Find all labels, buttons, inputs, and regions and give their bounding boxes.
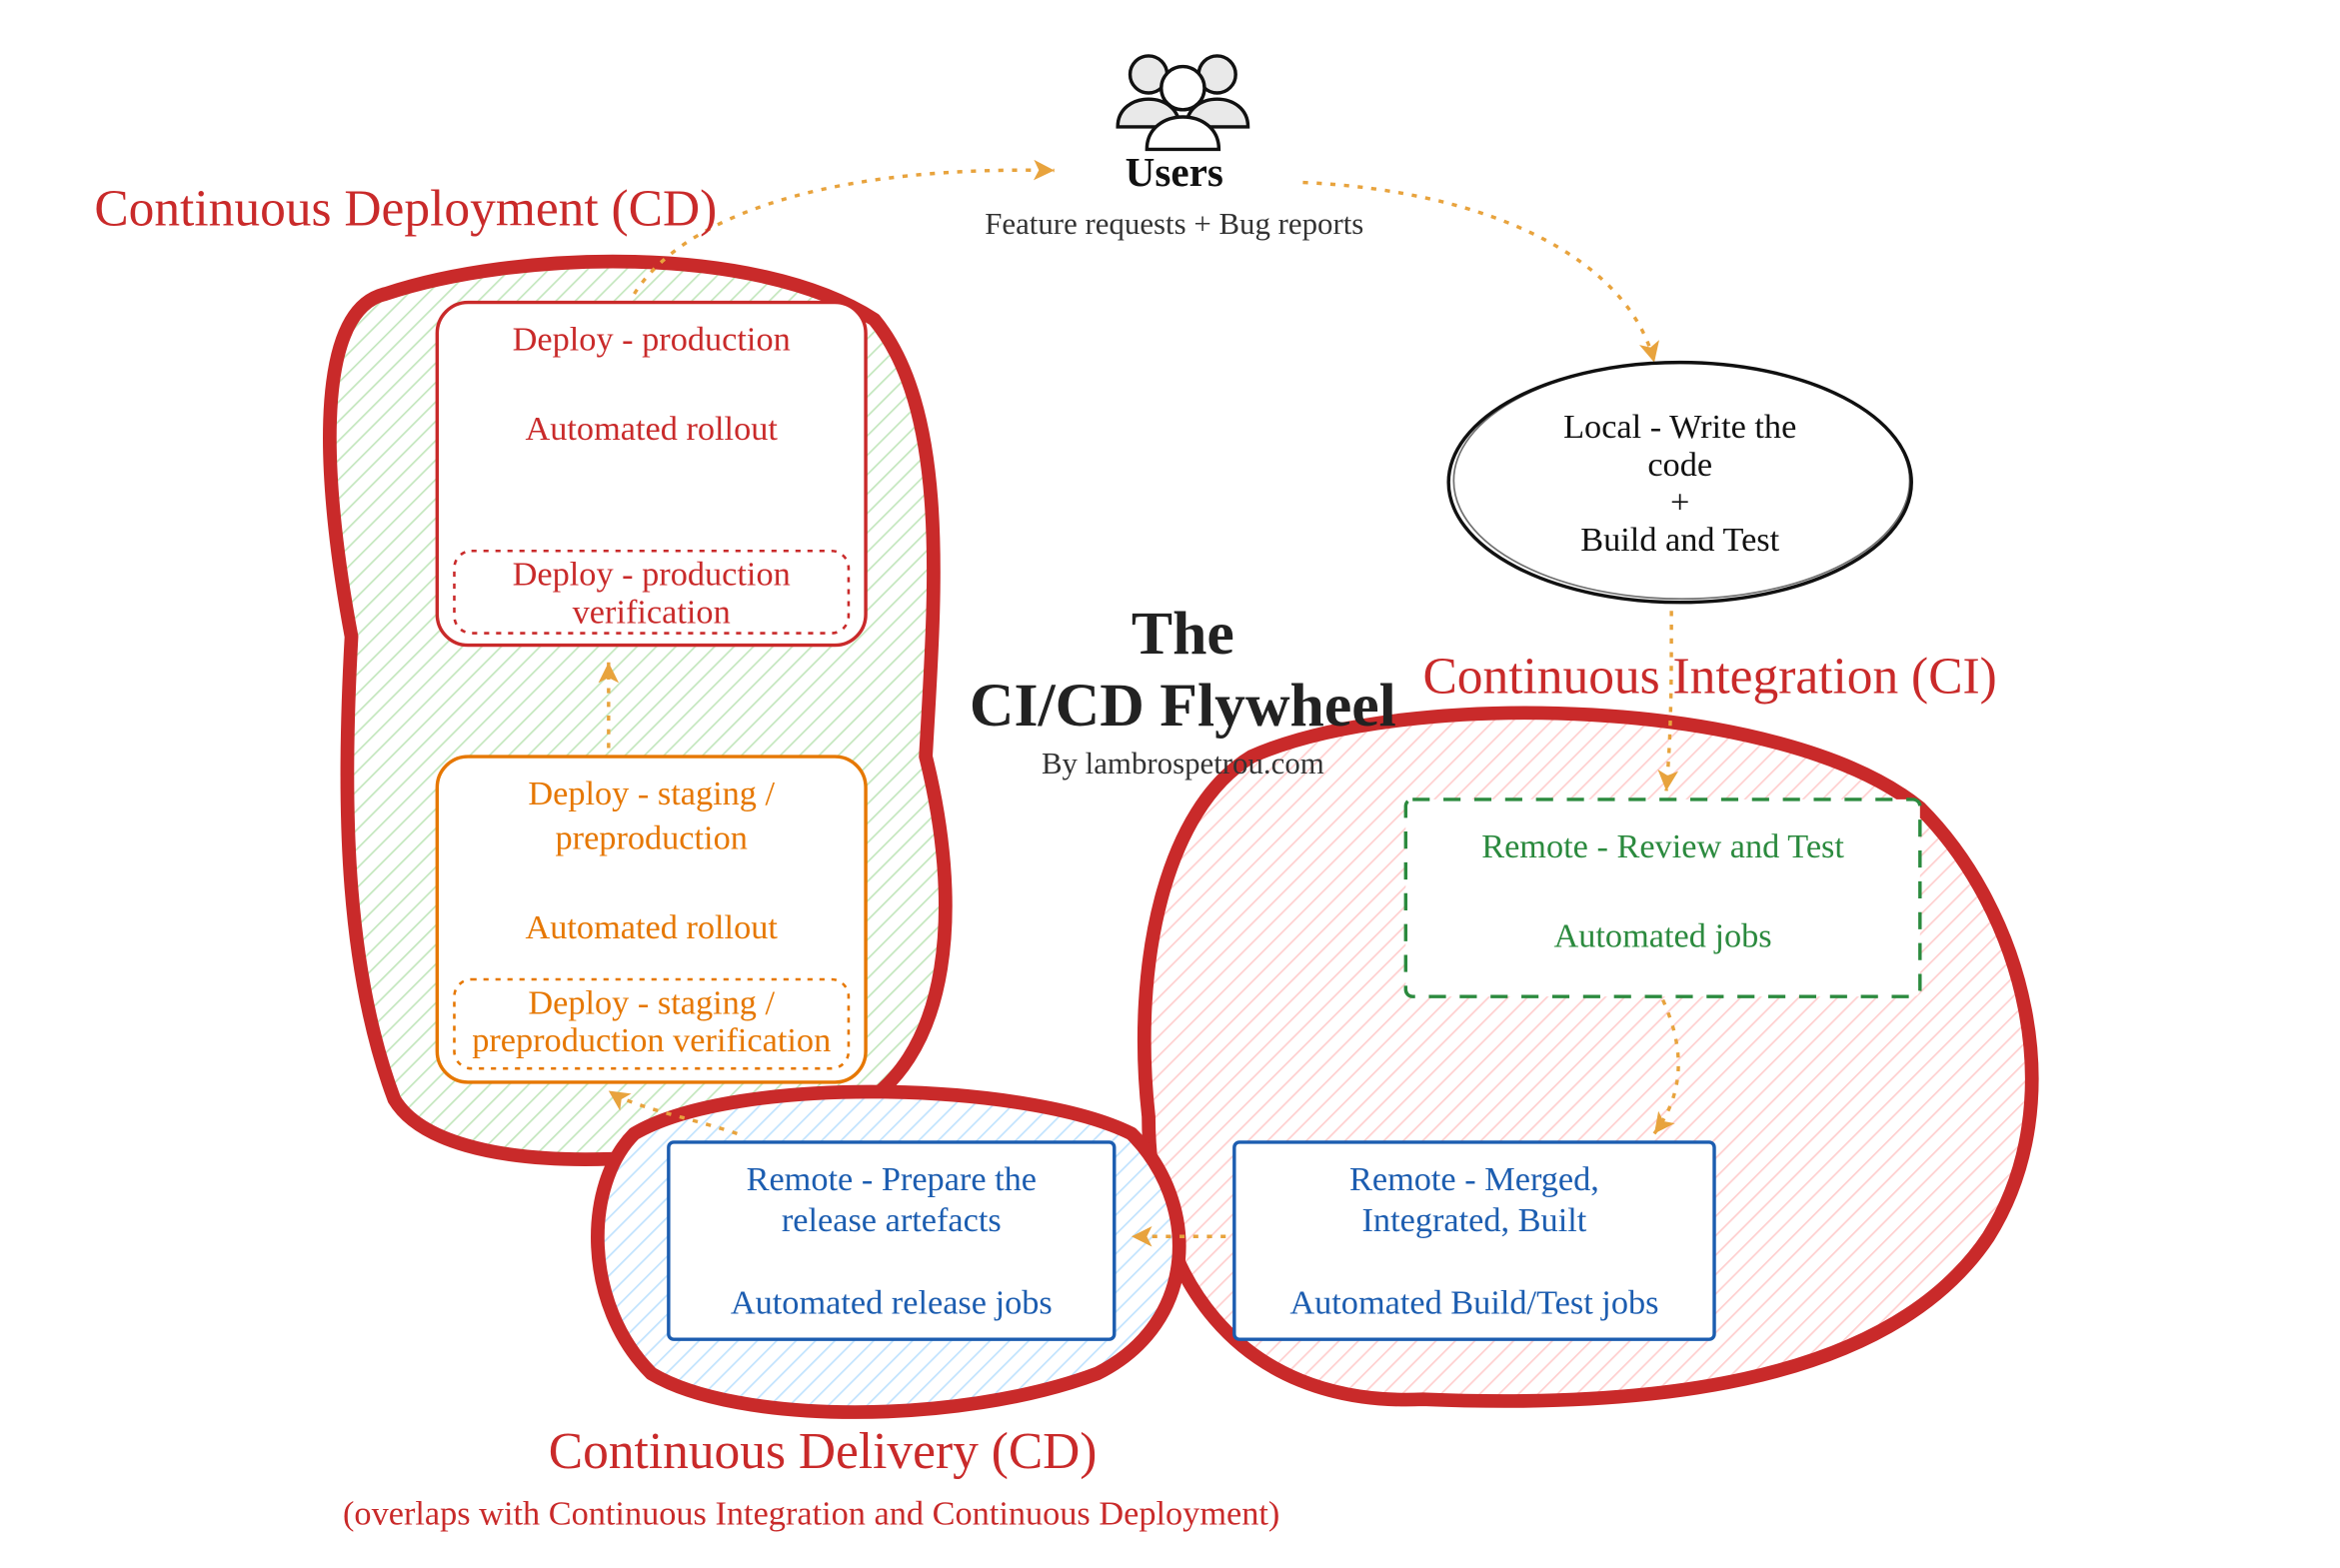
node-text: + — [1670, 484, 1689, 522]
label-cd_deploy: Continuous Deployment (CD) — [94, 180, 717, 237]
node-text: Automated jobs — [1553, 916, 1771, 954]
node-text: Deploy - production — [513, 321, 791, 359]
node-text: Remote - Merged, — [1349, 1160, 1599, 1198]
node-text: code — [1647, 446, 1712, 484]
diagram-root: Local - Write thecode+Build and Test Remo… — [0, 0, 2340, 1568]
node-text: Local - Write the — [1563, 408, 1796, 446]
node-text: Automated rollout — [525, 410, 778, 448]
node-text: Automated Build/Test jobs — [1289, 1283, 1658, 1321]
byline: By lambrospetrou.com — [1042, 746, 1324, 781]
main-title-line2: CI/CD Flywheel — [970, 672, 1396, 740]
node-staging: Deploy - staging / preproduction Automated… — [437, 757, 866, 1082]
node-text: Automated rollout — [525, 908, 778, 946]
node-text: Automated release jobs — [731, 1283, 1053, 1321]
node-merged: Remote - Merged,Integrated, Built Automat… — [1234, 1142, 1714, 1339]
node-text: Remote - Prepare the — [747, 1160, 1037, 1198]
users-title: Users — [1126, 149, 1223, 195]
node-text: Integrated, Built — [1362, 1201, 1587, 1239]
node-text: preproduction verification — [472, 1021, 831, 1059]
node-text: Deploy - production — [513, 556, 791, 594]
users-icon — [1118, 56, 1247, 149]
node-text: Deploy - staging / — [528, 983, 775, 1021]
label-cd-delivery-note: (overlaps with Continuous Integration an… — [343, 1494, 1279, 1532]
node-local: Local - Write thecode+Build and Test — [1448, 363, 1911, 603]
users-subtitle: Feature requests + Bug reports — [985, 206, 1363, 241]
node-prepare: Remote - Prepare therelease artefacts Aut… — [669, 1142, 1115, 1339]
node-text: preproduction — [556, 819, 748, 857]
node-text: verification — [573, 593, 731, 631]
node-text: release artefacts — [782, 1201, 1002, 1239]
flywheel-svg: Local - Write thecode+Build and Test Remo… — [0, 0, 2340, 1568]
node-text: Deploy - staging / — [528, 775, 775, 812]
label-cd_delivery: Continuous Delivery (CD) — [549, 1423, 1098, 1480]
node-prod: Deploy - production Automated rollout Depl… — [437, 303, 866, 646]
node-text: Remote - Review and Test — [1481, 827, 1844, 865]
node-text: Build and Test — [1580, 521, 1779, 559]
node-review: Remote - Review and Test Automated jobs — [1405, 799, 1920, 996]
label-ci: Continuous Integration (CI) — [1422, 649, 1996, 706]
main-title-line1: The — [1132, 600, 1234, 668]
